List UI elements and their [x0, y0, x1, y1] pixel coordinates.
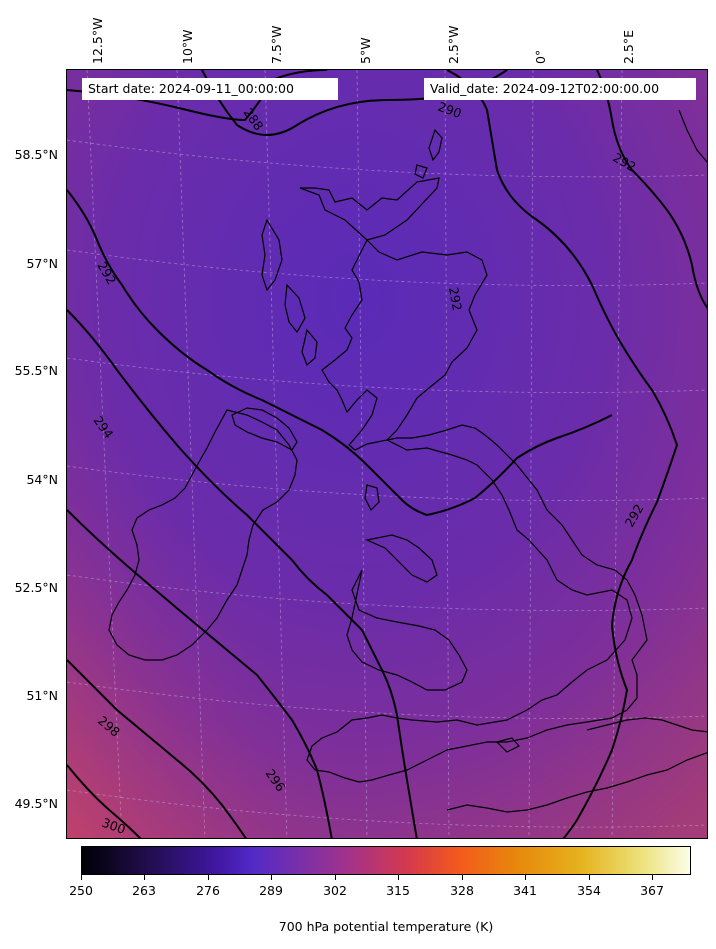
contour-296	[67, 509, 333, 838]
lat-label-49-5n: 49.5°N	[14, 796, 58, 811]
contour-label-292-mid: 292	[446, 286, 465, 312]
colorbar-tick-label: 276	[196, 883, 220, 898]
contour-294	[67, 309, 418, 838]
colorbar-tick	[398, 875, 399, 880]
colorbar-tick-label: 289	[259, 883, 283, 898]
contour-300	[67, 764, 142, 838]
contour-298	[67, 659, 247, 838]
lon-label-5w: 5°W	[358, 37, 373, 64]
lat-label-52-5n: 52.5°N	[14, 580, 58, 595]
colorbar-tick	[271, 875, 272, 880]
coast-northern-ireland	[231, 407, 298, 451]
lon-label-12-5w: 12.5°W	[90, 17, 105, 64]
coast-north-england	[306, 424, 648, 783]
colorbar-title: 700 hPa potential temperature (K)	[278, 919, 494, 934]
colorbar-tick-label: 315	[386, 883, 410, 898]
lat-label-54n: 54°N	[26, 472, 58, 487]
lon-label-2-5w: 2.5°W	[446, 25, 461, 65]
colorbar-tick	[589, 875, 590, 880]
coast-iow	[495, 737, 520, 753]
lat-label-51n: 51°N	[26, 688, 58, 703]
coastlines	[108, 109, 707, 813]
coast-shetland-orkney	[414, 128, 443, 179]
coast-isle-of-man	[364, 484, 380, 512]
coast-wales	[346, 534, 468, 691]
colorbar-tick	[335, 875, 336, 880]
colorbar	[81, 846, 691, 875]
colorbar-tick-label: 367	[640, 883, 664, 898]
colorbar-tick-label: 250	[69, 883, 93, 898]
coast-norway	[678, 109, 707, 163]
colorbar-tick	[81, 875, 82, 880]
colorbar-tick-label: 354	[577, 883, 601, 898]
lat-label-58-5n: 58.5°N	[14, 147, 58, 162]
colorbar-tick-label: 328	[450, 883, 474, 898]
start-date-label: Start date: 2024-09-11_00:00:00	[82, 78, 338, 100]
map-canvas: 288 290 292 292 292 292 294 296 298 300	[67, 70, 707, 838]
coast-ireland	[108, 409, 298, 661]
map-panel: 288 290 292 292 292 292 294 296 298 300	[66, 69, 708, 839]
lon-label-0: 0°	[533, 49, 548, 64]
contour-292-east	[596, 70, 707, 309]
valid-date-label: Valid_date: 2024-09-12T02:00:00.00	[424, 78, 696, 100]
colorbar-tick-label: 341	[513, 883, 537, 898]
lat-label-57n: 57°N	[26, 256, 58, 271]
colorbar-tick	[652, 875, 653, 880]
colorbar-tick-label: 302	[323, 883, 347, 898]
colorbar-tick	[144, 875, 145, 880]
colorbar-tick-label: 263	[132, 883, 156, 898]
coast-france	[446, 717, 707, 813]
lon-label-2-5e: 2.5°E	[621, 29, 636, 64]
colorbar-tick	[525, 875, 526, 880]
lon-label-7-5w: 7.5°W	[269, 25, 284, 65]
contour-292-west	[67, 189, 613, 517]
warm-region	[67, 370, 417, 838]
graticule	[67, 70, 707, 838]
coast-islands-west	[261, 218, 318, 367]
coast-scotland	[299, 177, 488, 451]
colorbar-tick	[208, 875, 209, 880]
lat-label-55-5n: 55.5°N	[14, 363, 58, 378]
lon-label-10w: 10°W	[180, 29, 195, 64]
contour-292-north	[446, 70, 679, 838]
colorbar-tick	[462, 875, 463, 880]
